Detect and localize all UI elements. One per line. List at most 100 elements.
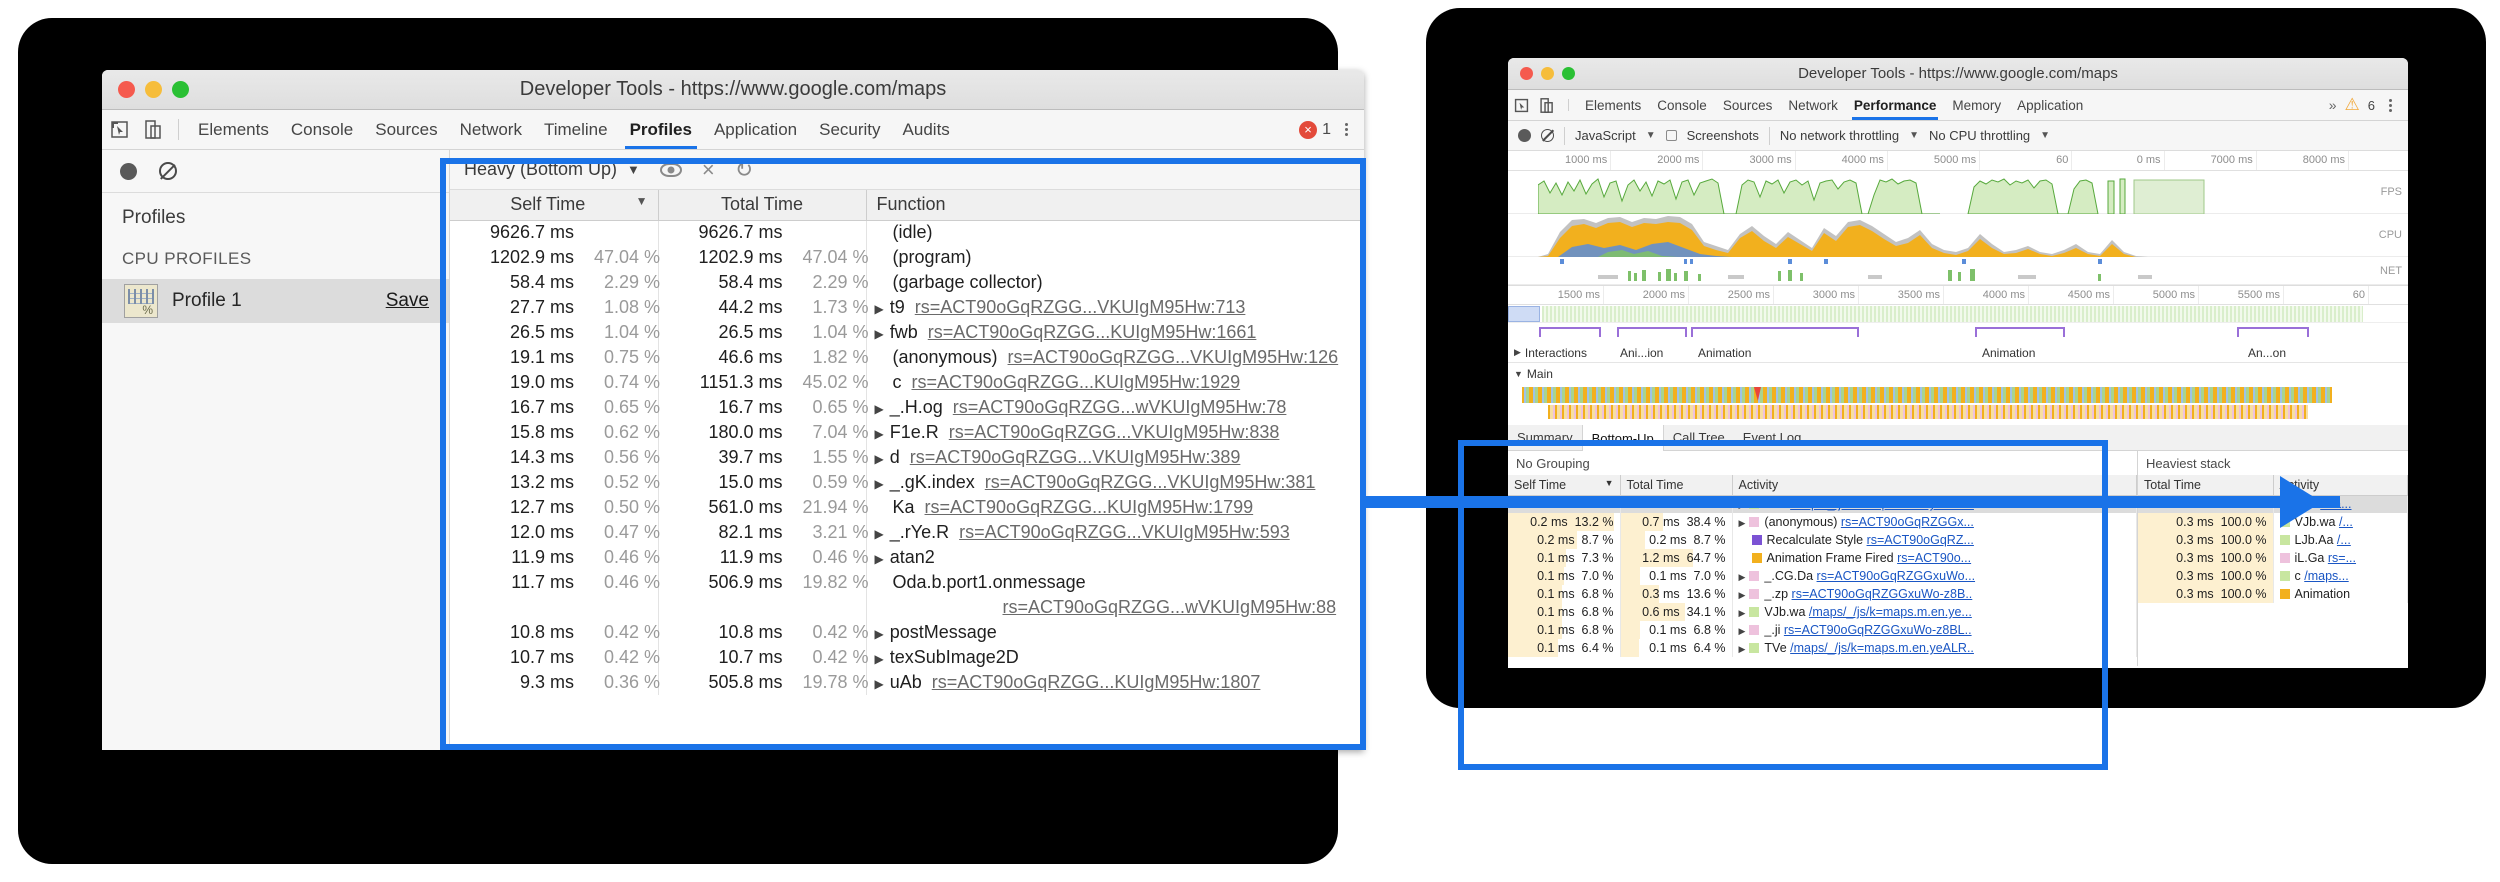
cpu-throttling-chevron-icon[interactable]: ▼ <box>2040 130 2051 141</box>
tab-elements-right[interactable]: Elements <box>1585 97 1642 113</box>
heaviest-stack-row[interactable]: 0.3 ms 100.0 % iL.Ga rs=... <box>2138 549 2408 567</box>
bu-cell-activity[interactable]: ▶ _.ji rs=ACT90oGqRZGGxuWo-z8BL.. <box>1732 621 2137 639</box>
cell-function[interactable]: (program) <box>866 245 1364 270</box>
expand-triangle-icon[interactable]: ▶ <box>874 327 884 341</box>
bottom-up-row[interactable]: 0.2 ms 8.7 % 0.2 ms 8.7 % Recalculate Styl… <box>1508 531 2137 549</box>
tab-network[interactable]: Network <box>459 119 522 139</box>
tab-application-right[interactable]: Application <box>2017 97 2084 113</box>
bottom-up-row[interactable]: 0.2 ms 13.2 % 0.7 ms 38.4 % ▶ (anonymous) r… <box>1508 513 2137 531</box>
source-link[interactable]: rs=ACT90oGqRZGG...VKUIgM95Hw:389 <box>909 447 1241 467</box>
profile-table-row[interactable]: 14.3 ms 0.56 % 39.7 ms 1.55 % ▶ d rs=ACT90oGqR… <box>450 445 1364 470</box>
activity-source-link[interactable]: rs=ACT90oGqRZGGxuWo-z8B.. <box>1791 587 1973 601</box>
bu-column-self-time[interactable]: Self Time ▼ <box>1508 475 1621 496</box>
hs-cell-activity[interactable]: Animation <box>2273 585 2408 603</box>
tab-sources-right[interactable]: Sources <box>1722 97 1773 113</box>
expand-triangle-icon[interactable]: ▶ <box>1738 572 1746 582</box>
source-link[interactable]: rs=ACT90oGqRZGG...KUIgM95Hw:1929 <box>911 372 1241 392</box>
bu-cell-activity[interactable]: ▶ (anonymous) rs=ACT90oGqRZGGx... <box>1732 513 2137 531</box>
minimize-window-button[interactable] <box>145 81 162 98</box>
activity-source-link[interactable]: /... <box>2338 515 2353 529</box>
tab-event-log[interactable]: Event Log <box>1742 430 1802 445</box>
zoom-window-button-right[interactable] <box>1562 67 1575 80</box>
cell-function[interactable]: Oda.b.port1.onmessage <box>866 570 1364 595</box>
activity-source-link[interactable]: /maps/_/js/k=maps.m.en.yeALR.. <box>1790 641 1974 655</box>
cpu-throttling-label[interactable]: No CPU throttling <box>1929 128 2031 143</box>
more-options-icon-right[interactable] <box>2383 98 2398 112</box>
tab-audits[interactable]: Audits <box>902 119 950 139</box>
focus-selected-function-icon[interactable] <box>659 162 682 177</box>
close-window-button-right[interactable] <box>1520 67 1533 80</box>
expand-triangle-icon[interactable]: ▶ <box>874 477 884 491</box>
expand-triangle-icon[interactable]: ▶ <box>874 527 884 541</box>
inspect-element-icon-right[interactable] <box>1508 90 1534 120</box>
bu-cell-activity[interactable]: Animation Frame Fired rs=ACT90o... <box>1732 549 2137 567</box>
zoom-window-button[interactable] <box>172 81 189 98</box>
heaviest-stack-row[interactable]: 0.3 ms 100.0 % c /maps... <box>2138 567 2408 585</box>
tab-console[interactable]: Console <box>290 119 354 139</box>
source-link[interactable]: rs=ACT90oGqRZGG...KUIgM95Hw:1661 <box>927 322 1257 342</box>
column-self-time[interactable]: Self Time ▼ <box>450 190 659 221</box>
profile-table-row[interactable]: 9.3 ms 0.36 % 505.8 ms 19.78 % ▶ uAb rs=ACT90o… <box>450 670 1364 695</box>
profile-table-row[interactable]: 15.8 ms 0.62 % 180.0 ms 7.04 % ▶ F1e.R rs=ACT9… <box>450 420 1364 445</box>
tab-memory[interactable]: Memory <box>1952 97 2002 113</box>
source-link[interactable]: rs=ACT90oGqRZGG...VKUIgM95Hw:126 <box>1007 347 1339 367</box>
cell-function[interactable]: ▶ postMessage <box>866 620 1364 645</box>
interactions-track[interactable]: ▶ Interactions Ani...ion Animation Anima… <box>1508 343 2408 363</box>
close-window-button[interactable] <box>118 81 135 98</box>
activity-source-link[interactable]: rs=ACT90oGqRZGGx... <box>1840 515 1974 529</box>
heaviest-stack-row[interactable]: 0.3 ms 100.0 % Animation <box>2138 585 2408 603</box>
cell-function[interactable]: c rs=ACT90oGqRZGG...KUIgM95Hw:1929 <box>866 370 1364 395</box>
hs-cell-activity[interactable]: LJb.Aa /... <box>2273 531 2408 549</box>
main-track-header[interactable]: ▼ Main <box>1508 363 2408 385</box>
main-flame-chart[interactable] <box>1508 385 2408 425</box>
cell-function[interactable]: ▶ texSubImage2D <box>866 645 1364 670</box>
fps-lane[interactable]: FPS <box>1508 171 2408 214</box>
profile-table-row[interactable]: 10.7 ms 0.42 % 10.7 ms 0.42 % ▶ texSubImage2D <box>450 645 1364 670</box>
profile-table-row[interactable]: 26.5 ms 1.04 % 26.5 ms 1.04 % ▶ fwb rs=ACT90oG… <box>450 320 1364 345</box>
bu-cell-activity[interactable]: ▶ TVe /maps/_/js/k=maps.m.en.yeALR.. <box>1732 639 2137 657</box>
tab-timeline[interactable]: Timeline <box>543 119 608 139</box>
profile-table-row[interactable]: 58.4 ms 2.29 % 58.4 ms 2.29 % (garbage colle… <box>450 270 1364 295</box>
activity-source-link[interactable]: /... <box>2336 533 2351 547</box>
bottom-up-row[interactable]: 0.1 ms 7.3 % 1.2 ms 64.7 % Animation Frame… <box>1508 549 2137 567</box>
clear-icon[interactable] <box>159 162 177 180</box>
bottom-up-row[interactable]: 0.1 ms 6.8 % 0.3 ms 13.6 % ▶ _.zp rs=ACT90o… <box>1508 585 2137 603</box>
exclude-function-icon[interactable]: × <box>701 156 715 182</box>
expand-triangle-icon[interactable]: ▶ <box>874 427 884 441</box>
activity-source-link[interactable]: rs=ACT90o... <box>1897 551 1972 565</box>
bu-column-total-time[interactable]: Total Time <box>1620 475 1733 496</box>
record-icon[interactable] <box>120 162 137 180</box>
network-throttling-chevron-icon[interactable]: ▼ <box>1909 130 1920 141</box>
profile-table-row[interactable]: 13.2 ms 0.52 % 15.0 ms 0.59 % ▶ _.gK.index rs=… <box>450 470 1364 495</box>
heaviest-stack-row[interactable]: 0.3 ms 100.0 % LJb.Aa /... <box>2138 531 2408 549</box>
cell-function[interactable]: ▶ d rs=ACT90oGqRZGG...VKUIgM95Hw:389 <box>866 445 1364 470</box>
tab-elements[interactable]: Elements <box>198 119 269 139</box>
source-link[interactable]: rs=ACT90oGqRZGG...VKUIgM95Hw:593 <box>959 522 1290 542</box>
cell-function[interactable]: (idle) <box>866 220 1364 245</box>
expand-triangle-icon[interactable]: ▶ <box>874 552 884 566</box>
screenshots-checkbox[interactable] <box>1665 130 1677 141</box>
source-link[interactable]: rs=ACT90oGqRZGG...VKUIgM95Hw:838 <box>948 422 1280 442</box>
tab-security[interactable]: Security <box>819 119 881 139</box>
activity-source-link[interactable]: rs=ACT90oGqRZGGxuWo... <box>1816 569 1976 583</box>
more-tabs-icon[interactable]: » <box>2328 97 2337 113</box>
profile-table-row[interactable]: 27.7 ms 1.08 % 44.2 ms 1.73 % ▶ t9 rs=ACT90oGq… <box>450 295 1364 320</box>
expand-triangle-icon[interactable]: ▶ <box>1738 590 1746 600</box>
tab-console-right[interactable]: Console <box>1657 97 1707 113</box>
bu-cell-activity[interactable]: Recalculate Style rs=ACT90oGqRZ... <box>1732 531 2137 549</box>
inspect-element-icon[interactable] <box>102 110 136 149</box>
save-profile-link[interactable]: Save <box>385 290 429 311</box>
net-lane[interactable]: NET <box>1508 257 2408 285</box>
restore-all-functions-icon[interactable]: ↻ <box>734 156 754 182</box>
profile-type-chevron-icon[interactable]: ▼ <box>1645 130 1656 141</box>
tab-network-right[interactable]: Network <box>1788 97 1838 113</box>
cell-function[interactable]: (garbage collector) <box>866 270 1364 295</box>
expand-triangle-icon[interactable]: ▶ <box>874 677 884 691</box>
network-throttling-label[interactable]: No network throttling <box>1779 128 1900 143</box>
expand-triangle-icon[interactable]: ▶ <box>874 452 884 466</box>
column-total-time[interactable]: Total Time <box>658 190 867 221</box>
tab-performance[interactable]: Performance <box>1846 90 1945 120</box>
profile-table-row[interactable]: 9626.7 ms 9626.7 ms (idle) <box>450 220 1364 245</box>
heaviest-stack-row[interactable]: 0.3 ms 100.0 % VJb.wa /... <box>2138 513 2408 531</box>
profile-table-row[interactable]: 11.7 ms 0.46 % 506.9 ms 19.82 % Oda.b.port1.… <box>450 570 1364 595</box>
